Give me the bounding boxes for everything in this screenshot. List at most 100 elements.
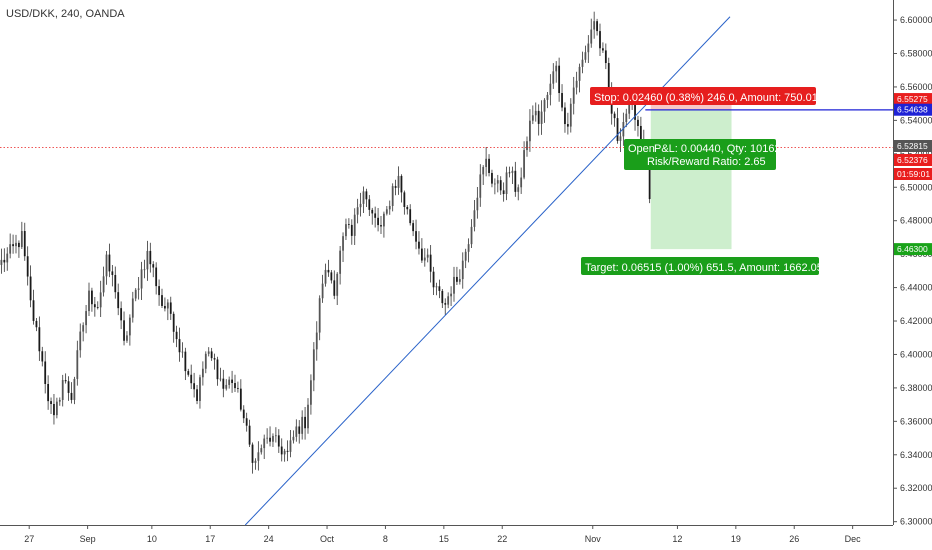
candle-body — [380, 225, 382, 227]
x-tick-label: Nov — [585, 534, 602, 544]
candle-body — [383, 213, 385, 227]
candle-body — [470, 226, 473, 245]
candle-body — [634, 99, 636, 120]
candle-body — [12, 244, 14, 247]
y-tick-label: 6.50000 — [900, 182, 932, 192]
candle-body — [257, 452, 260, 461]
candle-body — [333, 280, 336, 296]
candle-body — [423, 257, 426, 261]
candle-body — [476, 197, 479, 211]
candle-body — [499, 180, 502, 191]
x-tick-label: 19 — [731, 534, 741, 544]
candle-body — [555, 65, 558, 72]
candle-body — [213, 358, 216, 360]
candle-body — [558, 65, 561, 94]
price-tag-label: 6.52376 — [897, 155, 928, 165]
candle-body — [304, 416, 306, 429]
candle-body — [403, 192, 406, 207]
candle-body — [32, 300, 35, 321]
candle-body — [29, 276, 32, 301]
candle-body — [161, 295, 163, 306]
candle-body — [196, 389, 198, 401]
candle-body — [158, 286, 160, 296]
candle-body — [307, 404, 309, 429]
candle-body — [514, 170, 517, 192]
candle-body — [242, 409, 245, 419]
candle-body — [280, 446, 283, 455]
candle-body — [529, 120, 531, 142]
candle-body — [260, 448, 263, 453]
candle-body — [330, 272, 333, 281]
target-label-box — [581, 257, 819, 275]
x-tick-label: 17 — [205, 534, 215, 544]
y-tick-label: 6.60000 — [900, 15, 932, 25]
candle-body — [222, 378, 225, 389]
candle-body — [6, 253, 9, 263]
candle-body — [73, 378, 76, 400]
candle-body — [207, 351, 210, 354]
candle-body — [272, 435, 274, 442]
candle-body — [365, 191, 368, 200]
candle-body — [108, 254, 111, 272]
candle-body — [93, 304, 96, 308]
candle-body — [572, 87, 575, 104]
candle-body — [496, 180, 499, 184]
candle-body — [602, 48, 604, 51]
candle-body — [237, 388, 239, 389]
candle-body — [385, 209, 388, 214]
candle-body — [420, 248, 423, 261]
candle-body — [491, 172, 493, 184]
candle-body — [502, 190, 505, 195]
candle-body — [456, 276, 458, 282]
candle-body — [18, 242, 20, 248]
candle-body — [520, 177, 523, 188]
candle-body — [596, 21, 598, 32]
pnl-label-text: P&L: 0.00440, Qty: 10162 — [654, 143, 781, 155]
candle-body — [187, 371, 190, 375]
candle-body — [82, 325, 85, 332]
candle-body — [274, 435, 277, 437]
price-tag-box — [894, 168, 932, 180]
x-tick-label: 8 — [383, 534, 388, 544]
y-tick-label: 6.34000 — [900, 450, 932, 460]
candle-body — [362, 191, 365, 204]
candle-body — [140, 269, 143, 289]
candle-body — [310, 380, 312, 405]
candle-body — [578, 66, 581, 81]
candle-body — [146, 250, 149, 270]
candle-body — [9, 244, 12, 254]
candle-body — [149, 250, 152, 265]
candle-body — [324, 269, 327, 284]
price-tag-box — [894, 103, 932, 116]
candle-body — [201, 368, 204, 378]
y-tick-label: 6.44000 — [900, 283, 932, 293]
candle-body — [239, 388, 242, 410]
candle-body — [450, 293, 452, 297]
candle-body — [53, 403, 55, 416]
candle-body — [540, 111, 543, 124]
candle-body — [210, 351, 213, 359]
candle-body — [628, 96, 631, 114]
x-tick-label: 22 — [497, 534, 507, 544]
candle-body — [388, 205, 391, 210]
candle-body — [123, 320, 125, 341]
candle-body — [336, 273, 339, 296]
candle-body — [126, 335, 128, 341]
candle-body — [537, 110, 540, 124]
candle-body — [374, 213, 377, 218]
price-tag-box — [894, 154, 932, 166]
candle-body — [607, 63, 610, 90]
candle-body — [286, 450, 289, 452]
candle-body — [347, 224, 350, 225]
x-tick-label: 27 — [24, 534, 34, 544]
candle-body — [613, 113, 616, 119]
candle-body — [193, 383, 196, 390]
candle-body — [134, 289, 137, 299]
candle-body — [152, 264, 155, 268]
candle-body — [231, 379, 233, 384]
y-tick-label: 6.30000 — [900, 517, 932, 527]
candle-body — [269, 437, 271, 442]
candle-body — [637, 119, 639, 126]
